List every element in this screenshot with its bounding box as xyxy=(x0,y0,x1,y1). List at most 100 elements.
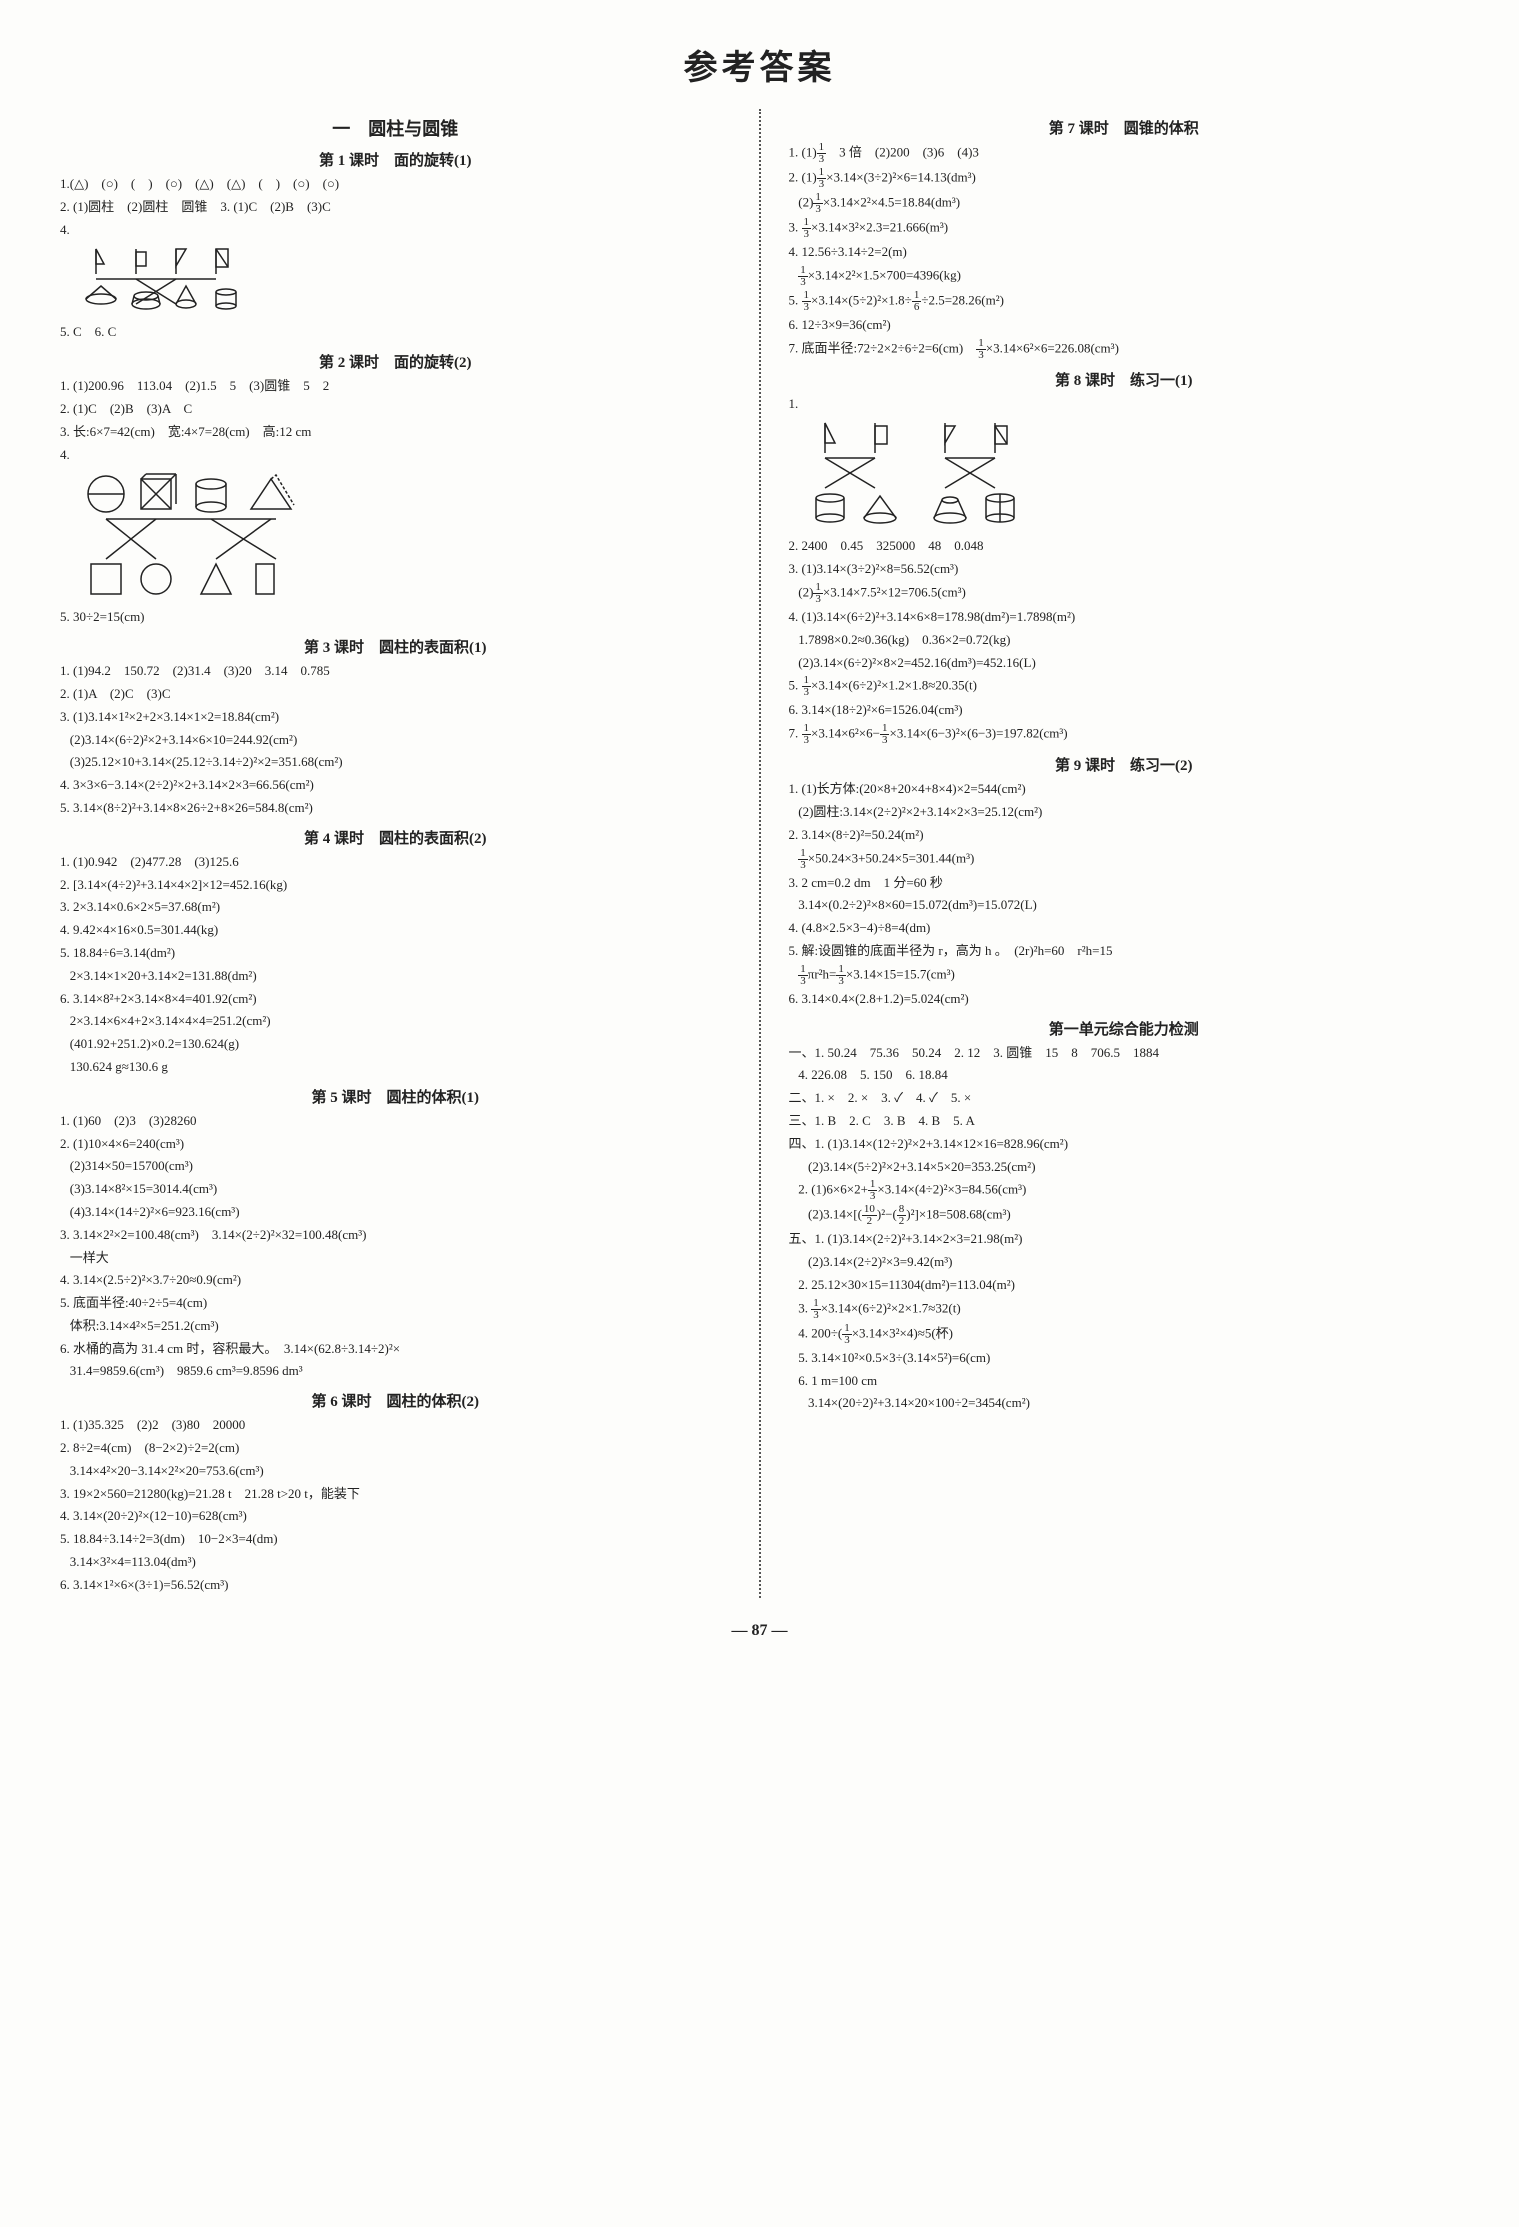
lesson-2-title: 第 2 课时 面的旋转(2) xyxy=(60,351,731,372)
text-line: 3.14×(0.2÷2)²×8×60=15.072(dm³)=15.072(L) xyxy=(789,895,1460,916)
text-line: 7. 13×3.14×6²×6−13×3.14×(6−3)²×(6−3)=197… xyxy=(789,723,1460,746)
text-line: 5. 13×3.14×(6÷2)²×1.2×1.8≈20.35(t) xyxy=(789,675,1460,698)
rotation-figure-2 xyxy=(76,469,731,603)
text-line: 4. xyxy=(60,220,731,241)
column-divider xyxy=(759,109,761,1598)
text-line: (2)3.14×(5÷2)²×2+3.14×5×20=353.25(cm²) xyxy=(789,1157,1460,1178)
text-line: 3. 19×2×560=21280(kg)=21.28 t 21.28 t>20… xyxy=(60,1484,731,1505)
text-line: 2. 8÷2=4(cm) (8−2×2)÷2=2(cm) xyxy=(60,1438,731,1459)
text-line: 5. 解:设圆锥的底面半径为 r，高为 h 。 (2r)²h=60 r²h=15 xyxy=(789,941,1460,962)
text-line: 一样大 xyxy=(60,1248,731,1269)
text-line: 3.14×3²×4=113.04(dm³) xyxy=(60,1552,731,1573)
text-line: 3. 13×3.14×3²×2.3=21.666(m³) xyxy=(789,217,1460,240)
lesson-1-title: 第 1 课时 面的旋转(1) xyxy=(60,149,731,170)
text-line: 1.7898×0.2≈0.36(kg) 0.36×2=0.72(kg) xyxy=(789,630,1460,651)
text-line: 四、1. (1)3.14×(12÷2)²×2+3.14×12×16=828.96… xyxy=(789,1134,1460,1155)
text-line: 2×3.14×6×4+2×3.14×4×4=251.2(cm²) xyxy=(60,1011,731,1032)
text-line: 2×3.14×1×20+3.14×2=131.88(dm²) xyxy=(60,966,731,987)
text-line: 1. (1)35.325 (2)2 (3)80 20000 xyxy=(60,1415,731,1436)
text-line: 5. 13×3.14×(5÷2)²×1.8÷16÷2.5=28.26(m²) xyxy=(789,290,1460,313)
text-line: 6. 3.14×(18÷2)²×6=1526.04(cm³) xyxy=(789,700,1460,721)
text-line: 3. 2×3.14×0.6×2×5=37.68(m²) xyxy=(60,897,731,918)
text-line: 3.14×(20÷2)²+3.14×20×100÷2=3454(cm²) xyxy=(789,1393,1460,1414)
text-line: 6. 12÷3×9=36(cm²) xyxy=(789,315,1460,336)
text-line: 3. (1)3.14×1²×2+2×3.14×1×2=18.84(cm²) xyxy=(60,707,731,728)
text-line: (2)3.14×(6÷2)²×2+3.14×6×10=244.92(cm²) xyxy=(60,730,731,751)
text-line: 3. 2 cm=0.2 dm 1 分=60 秒 xyxy=(789,873,1460,894)
text-line: 2. (1)6×6×2+13×3.14×(4÷2)²×3=84.56(cm³) xyxy=(789,1179,1460,1202)
text-line: (2)3.14×(6÷2)²×8×2=452.16(dm³)=452.16(L) xyxy=(789,653,1460,674)
text-line: 1. (1)0.942 (2)477.28 (3)125.6 xyxy=(60,852,731,873)
text-line: 体积:3.14×4²×5=251.2(cm³) xyxy=(60,1316,731,1337)
text-line: 6. 3.14×0.4×(2.8+1.2)=5.024(cm²) xyxy=(789,989,1460,1010)
left-column: 一 圆柱与圆锥 第 1 课时 面的旋转(1) 1.(△) (○) ( ) (○)… xyxy=(60,109,731,1598)
text-line: 31.4=9859.6(cm³) 9859.6 cm³=9.8596 dm³ xyxy=(60,1361,731,1382)
text-line: (2)3.14×(2÷2)²×3=9.42(m³) xyxy=(789,1252,1460,1273)
text-line: 3. (1)3.14×(3÷2)²×8=56.52(cm³) xyxy=(789,559,1460,580)
text-line: 三、1. B 2. C 3. B 4. B 5. A xyxy=(789,1111,1460,1132)
text-line: 4. xyxy=(60,445,731,466)
text-line: (2)圆柱:3.14×(2÷2)²×2+3.14×2×3=25.12(cm²) xyxy=(789,802,1460,823)
lesson-5-title: 第 5 课时 圆柱的体积(1) xyxy=(60,1086,731,1107)
text-line: 1.(△) (○) ( ) (○) (△) (△) ( ) (○) (○) xyxy=(60,174,731,195)
text-line: (2)314×50=15700(cm³) xyxy=(60,1156,731,1177)
text-line: 2. 3.14×(8÷2)²=50.24(m²) xyxy=(789,825,1460,846)
text-line: 6. 水桶的高为 31.4 cm 时，容积最大。 3.14×(62.8÷3.14… xyxy=(60,1339,731,1360)
text-line: 4. 3×3×6−3.14×(2÷2)²×2+3.14×2×3=66.56(cm… xyxy=(60,775,731,796)
text-line: 1. (1)200.96 113.04 (2)1.5 5 (3)圆锥 5 2 xyxy=(60,376,731,397)
text-line: (2)13×3.14×2²×4.5=18.84(dm³) xyxy=(789,192,1460,215)
rotation-figure-1 xyxy=(76,244,731,318)
text-line: (3)3.14×8²×15=3014.4(cm³) xyxy=(60,1179,731,1200)
text-line: 13×3.14×2²×1.5×700=4396(kg) xyxy=(789,265,1460,288)
text-line: 1. (1)94.2 150.72 (2)31.4 (3)20 3.14 0.7… xyxy=(60,661,731,682)
chapter-title: 一 圆柱与圆锥 xyxy=(60,115,731,141)
text-line: 6. 1 m=100 cm xyxy=(789,1371,1460,1392)
text-line: 3. 13×3.14×(6÷2)²×2×1.7≈32(t) xyxy=(789,1298,1460,1321)
text-line: 1. (1)13 3 倍 (2)200 (3)6 (4)3 xyxy=(789,142,1460,165)
text-line: (2)13×3.14×7.5²×12=706.5(cm³) xyxy=(789,582,1460,605)
text-line: 5. 底面半径:40÷2÷5=4(cm) xyxy=(60,1293,731,1314)
page-number: — 87 — xyxy=(60,1622,1459,1640)
lesson-9-title: 第 9 课时 练习一(2) xyxy=(789,754,1460,775)
text-line: 5. 3.14×10²×0.5×3÷(3.14×5²)=6(cm) xyxy=(789,1348,1460,1369)
text-line: (401.92+251.2)×0.2=130.624(g) xyxy=(60,1034,731,1055)
text-line: 4. (1)3.14×(6÷2)²+3.14×6×8=178.98(dm²)=1… xyxy=(789,607,1460,628)
text-line: 3. 3.14×2²×2=100.48(cm³) 3.14×(2÷2)²×32=… xyxy=(60,1225,731,1246)
text-line: 1. (1)长方体:(20×8+20×4+8×4)×2=544(cm²) xyxy=(789,779,1460,800)
text-line: 五、1. (1)3.14×(2÷2)²+3.14×2×3=21.98(m²) xyxy=(789,1229,1460,1250)
text-line: 4. 12.56÷3.14÷2=2(m) xyxy=(789,242,1460,263)
text-line: 4. 3.14×(2.5÷2)²×3.7÷20≈0.9(cm²) xyxy=(60,1270,731,1291)
text-line: 2. (1)10×4×6=240(cm³) xyxy=(60,1134,731,1155)
text-line: 2. (1)A (2)C (3)C xyxy=(60,684,731,705)
text-line: 4. 3.14×(20÷2)²×(12−10)=628(cm³) xyxy=(60,1506,731,1527)
unit-test-title: 第一单元综合能力检测 xyxy=(789,1018,1460,1039)
columns-container: 一 圆柱与圆锥 第 1 课时 面的旋转(1) 1.(△) (○) ( ) (○)… xyxy=(60,109,1459,1598)
text-line: 4. 226.08 5. 150 6. 18.84 xyxy=(789,1065,1460,1086)
text-line: 二、1. × 2. × 3. ✓ 4. ✓ 5. × xyxy=(789,1088,1460,1109)
text-line: 3.14×4²×20−3.14×2²×20=753.6(cm³) xyxy=(60,1461,731,1482)
text-line: 5. 3.14×(8÷2)²+3.14×8×26÷2+8×26=584.8(cm… xyxy=(60,798,731,819)
text-line: (4)3.14×(14÷2)²×6=923.16(cm³) xyxy=(60,1202,731,1223)
text-line: 13×50.24×3+50.24×5=301.44(m³) xyxy=(789,848,1460,871)
text-line: 5. 30÷2=15(cm) xyxy=(60,607,731,628)
text-line: 7. 底面半径:72÷2×2÷6÷2=6(cm) 13×3.14×6²×6=22… xyxy=(789,338,1460,361)
lesson-4-title: 第 4 课时 圆柱的表面积(2) xyxy=(60,827,731,848)
text-line: (3)25.12×10+3.14×(25.12÷3.14÷2)²×2=351.6… xyxy=(60,752,731,773)
text-line: 6. 3.14×8²+2×3.14×8×4=401.92(cm²) xyxy=(60,989,731,1010)
text-line: 130.624 g≈130.6 g xyxy=(60,1057,731,1078)
text-line: 一、1. 50.24 75.36 50.24 2. 12 3. 圆锥 15 8 … xyxy=(789,1043,1460,1064)
page-title: 参考答案 xyxy=(60,40,1459,89)
text-line: 2. 25.12×30×15=11304(dm²)=113.04(m²) xyxy=(789,1275,1460,1296)
text-line: 4. (4.8×2.5×3−4)÷8=4(dm) xyxy=(789,918,1460,939)
right-column: 第 7 课时 圆锥的体积 1. (1)13 3 倍 (2)200 (3)6 (4… xyxy=(789,109,1460,1598)
text-line: 5. 18.84÷6=3.14(dm²) xyxy=(60,943,731,964)
text-line: 2. (1)13×3.14×(3÷2)²×6=14.13(dm³) xyxy=(789,167,1460,190)
text-line: (2)3.14×[(102)²−(82)²]×18=508.68(cm³) xyxy=(789,1204,1460,1227)
text-line: 2. (1)C (2)B (3)A C xyxy=(60,399,731,420)
lesson-6-title: 第 6 课时 圆柱的体积(2) xyxy=(60,1390,731,1411)
lesson-7-title: 第 7 课时 圆锥的体积 xyxy=(789,117,1460,138)
practice-figure-1 xyxy=(805,418,1460,532)
text-line: 5. C 6. C xyxy=(60,322,731,343)
text-line: 6. 3.14×1²×6×(3÷1)=56.52(cm³) xyxy=(60,1575,731,1596)
text-line: 4. 9.42×4×16×0.5=301.44(kg) xyxy=(60,920,731,941)
